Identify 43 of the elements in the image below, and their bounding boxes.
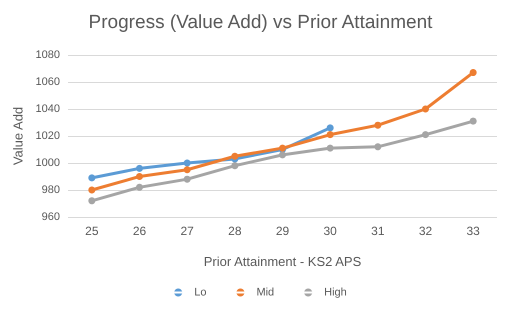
point [279,151,286,158]
point [422,131,429,138]
y-tick-label: 1000 [36,157,60,169]
x-tick-label: 27 [180,224,194,238]
chart-title: Progress (Value Add) vs Prior Attainment [88,12,434,33]
y-tick-label: 1080 [36,49,60,61]
y-tick-label: 980 [42,184,60,196]
x-tick-label: 25 [85,224,99,238]
point [422,106,429,112]
y-tick-label: 1020 [36,130,60,142]
point [88,174,96,182]
x-axis-title: Prior Attainment - KS2 APS [204,254,362,269]
y-tick-label: 1060 [36,76,60,88]
point [136,173,143,180]
point [374,143,382,150]
point [231,162,238,170]
y-tick-label: 960 [42,211,60,223]
x-tick-label: 28 [228,224,242,238]
x-tick-label: 32 [418,224,432,238]
point [231,152,238,160]
x-tick-label: 31 [371,224,385,238]
x-tick-label: 26 [132,224,146,238]
point [470,118,477,125]
point [88,197,96,204]
point [88,186,96,194]
point [326,131,334,138]
point [374,122,382,129]
legend-label: Lo [194,286,206,298]
legend-label: High [324,286,347,298]
point [470,69,477,76]
x-tick-label: 30 [323,224,338,238]
point [184,176,191,183]
x-tick-label: 33 [466,224,480,238]
y-axis-title: Value Add [10,106,26,166]
point [136,164,143,172]
point [326,144,334,152]
point [136,184,143,191]
x-tick-label: 29 [276,224,290,238]
legend-label: Mid [256,286,274,298]
point [326,124,334,132]
point [184,160,191,166]
y-tick-label: 1040 [36,103,60,115]
point [184,166,191,174]
